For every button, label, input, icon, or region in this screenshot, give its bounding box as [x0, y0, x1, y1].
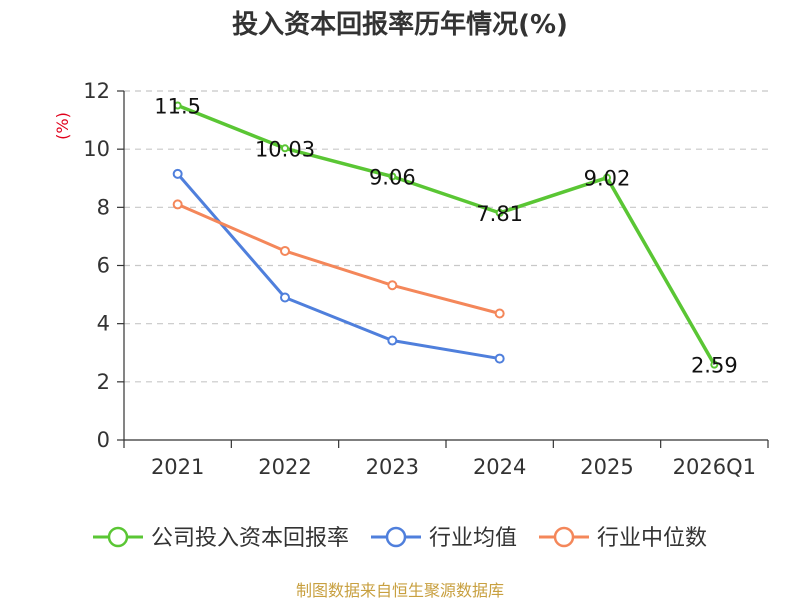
- x-tick-label: 2022: [258, 455, 311, 479]
- x-tick-label: 2026Q1: [673, 455, 756, 479]
- y-tick-label: 6: [97, 254, 110, 278]
- data-label: 10.03: [255, 137, 315, 161]
- data-point[interactable]: [172, 168, 183, 179]
- y-axis-label: (%): [53, 112, 72, 140]
- data-label: 2.59: [691, 354, 738, 378]
- y-tick-label: 4: [97, 312, 110, 336]
- data-point[interactable]: [387, 335, 398, 346]
- y-tick-label: 8: [97, 195, 110, 219]
- x-tick-label: 2021: [151, 455, 204, 479]
- series-0: [173, 101, 719, 369]
- legend-item-0[interactable]: 公司投入资本回报率: [93, 526, 349, 551]
- data-point[interactable]: [280, 292, 290, 303]
- series-line: [176, 202, 502, 315]
- data-point[interactable]: [281, 144, 289, 153]
- grid-lines: [124, 90, 768, 383]
- data-point[interactable]: [172, 199, 183, 210]
- data-point[interactable]: [494, 353, 505, 364]
- series-1: [172, 168, 505, 364]
- series-line: [176, 172, 502, 361]
- y-tick-label: 12: [83, 79, 110, 103]
- legend: 公司投入资本回报率 行业均值 行业中位数: [93, 526, 707, 551]
- data-label: 11.5: [154, 95, 201, 119]
- series-line: [175, 103, 717, 367]
- legend-marker-icon: [107, 526, 129, 548]
- y-tick-label: 10: [83, 137, 110, 161]
- series-2: [172, 199, 505, 319]
- legend-label: 公司投入资本回报率: [151, 526, 349, 551]
- data-label: 7.81: [476, 202, 523, 226]
- legend-item-2[interactable]: 行业中位数: [539, 526, 707, 551]
- legend-marker-icon: [385, 526, 407, 548]
- data-point[interactable]: [280, 245, 290, 256]
- x-tick-label: 2023: [366, 455, 419, 479]
- source-note: 制图数据来自恒生聚源数据库: [296, 581, 504, 600]
- y-tick-label: 2: [97, 370, 110, 394]
- data-label: 9.06: [369, 166, 416, 190]
- chart-title: 投入资本回报率历年情况(%): [232, 9, 568, 40]
- data-labels: 11.5 10.03 9.06 7.81 9.02 2.59: [154, 95, 737, 378]
- legend-label: 行业均值: [429, 526, 517, 551]
- y-tick-label: 0: [97, 428, 110, 452]
- legend-item-1[interactable]: 行业均值: [371, 526, 517, 551]
- legend-marker-icon: [553, 526, 575, 548]
- axes: 0 2 4 6 8 10 12 2021 2022 2023 2024 2025 2026Q1: [83, 79, 769, 479]
- data-point[interactable]: [495, 208, 504, 217]
- data-point[interactable]: [494, 308, 505, 319]
- legend-label: 行业中位数: [597, 526, 707, 551]
- data-point[interactable]: [173, 101, 182, 110]
- data-point[interactable]: [603, 173, 611, 182]
- x-tick-label: 2024: [473, 455, 526, 479]
- data-point[interactable]: [387, 280, 398, 291]
- data-point[interactable]: [388, 172, 397, 181]
- data-label: 9.02: [584, 167, 631, 191]
- series-layer: [172, 101, 719, 369]
- data-point[interactable]: [710, 360, 719, 369]
- x-tick-label: 2025: [580, 455, 633, 479]
